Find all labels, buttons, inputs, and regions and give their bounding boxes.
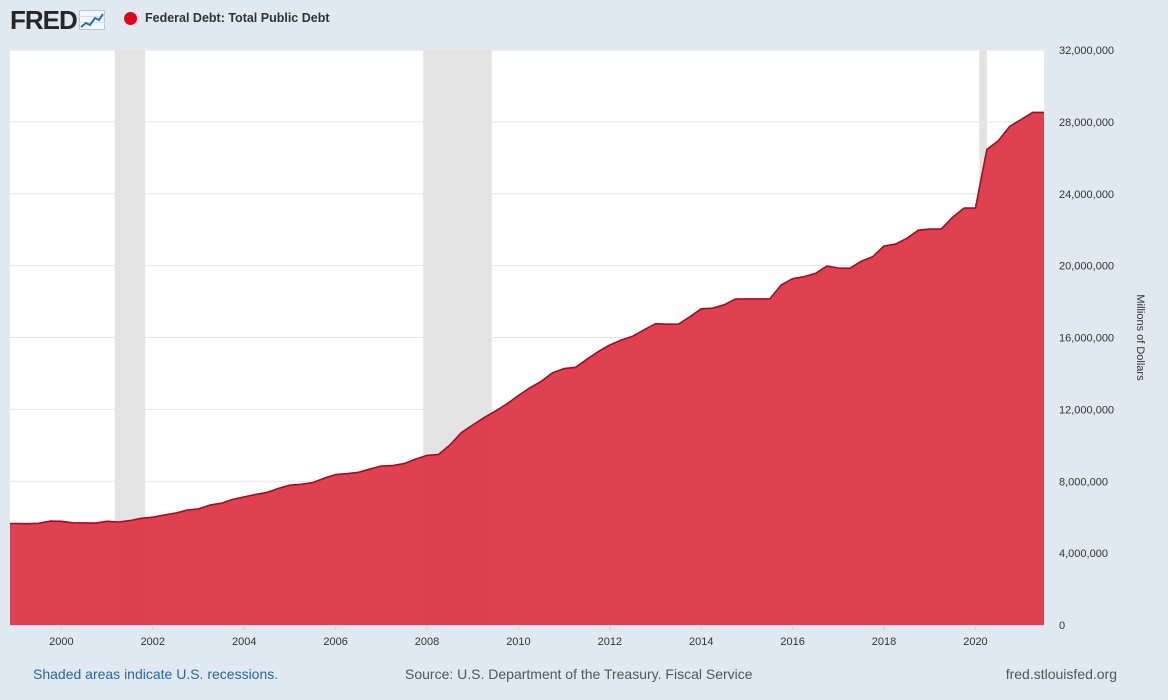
y-tick-label: 8,000,000 bbox=[1059, 476, 1108, 488]
x-tick-label: 2006 bbox=[323, 636, 347, 648]
series-line bbox=[10, 111, 1044, 525]
x-tick-label: 2020 bbox=[963, 636, 987, 648]
y-tick-label: 0 bbox=[1059, 620, 1065, 632]
x-tick-label: 2012 bbox=[598, 636, 622, 648]
y-tick-label: 12,000,000 bbox=[1059, 404, 1114, 416]
series-color-marker bbox=[124, 11, 137, 25]
chart-footer: Shaded areas indicate U.S. recessions. S… bbox=[0, 662, 1168, 688]
source-text: Source: U.S. Department of the Treasury.… bbox=[405, 666, 753, 682]
fred-logo[interactable]: FRED bbox=[10, 6, 105, 34]
y-tick-label: 32,000,000 bbox=[1059, 45, 1114, 57]
y-tick-label: 20,000,000 bbox=[1059, 261, 1114, 273]
debt-area-chart[interactable]: 0 4,000,000 8,000,000 12,000,000 16,000,000 2… bbox=[0, 40, 1168, 660]
x-tick-label: 2002 bbox=[141, 636, 165, 648]
fred-logo-text: FRED bbox=[10, 5, 78, 35]
chart-logo-icon bbox=[78, 10, 105, 30]
site-link[interactable]: fred.stlouisfed.org bbox=[1005, 666, 1117, 682]
y-axis-label: Millions of Dollars bbox=[1134, 294, 1146, 381]
y-tick-label: 4,000,000 bbox=[1059, 548, 1108, 560]
x-tick-label: 2018 bbox=[872, 636, 896, 648]
x-tick-label: 2010 bbox=[506, 636, 530, 648]
recession-note-link[interactable]: Shaded areas indicate U.S. recessions. bbox=[33, 666, 279, 682]
x-tick-label: 2008 bbox=[415, 636, 439, 648]
x-tick-label: 2000 bbox=[49, 636, 73, 648]
chart-legend[interactable]: Federal Debt: Total Public Debt bbox=[124, 11, 330, 25]
chart-header: FRED Federal Debt: Total Public Debt bbox=[0, 0, 1168, 40]
y-tick-label: 16,000,000 bbox=[1059, 333, 1114, 345]
series-area bbox=[10, 112, 1044, 625]
series-legend-label: Federal Debt: Total Public Debt bbox=[145, 11, 330, 25]
y-tick-label: 28,000,000 bbox=[1059, 117, 1114, 129]
x-tick-label: 2016 bbox=[780, 636, 804, 648]
x-tick-label: 2004 bbox=[232, 636, 256, 648]
x-tick-label: 2014 bbox=[689, 636, 713, 648]
y-tick-label: 24,000,000 bbox=[1059, 189, 1114, 201]
